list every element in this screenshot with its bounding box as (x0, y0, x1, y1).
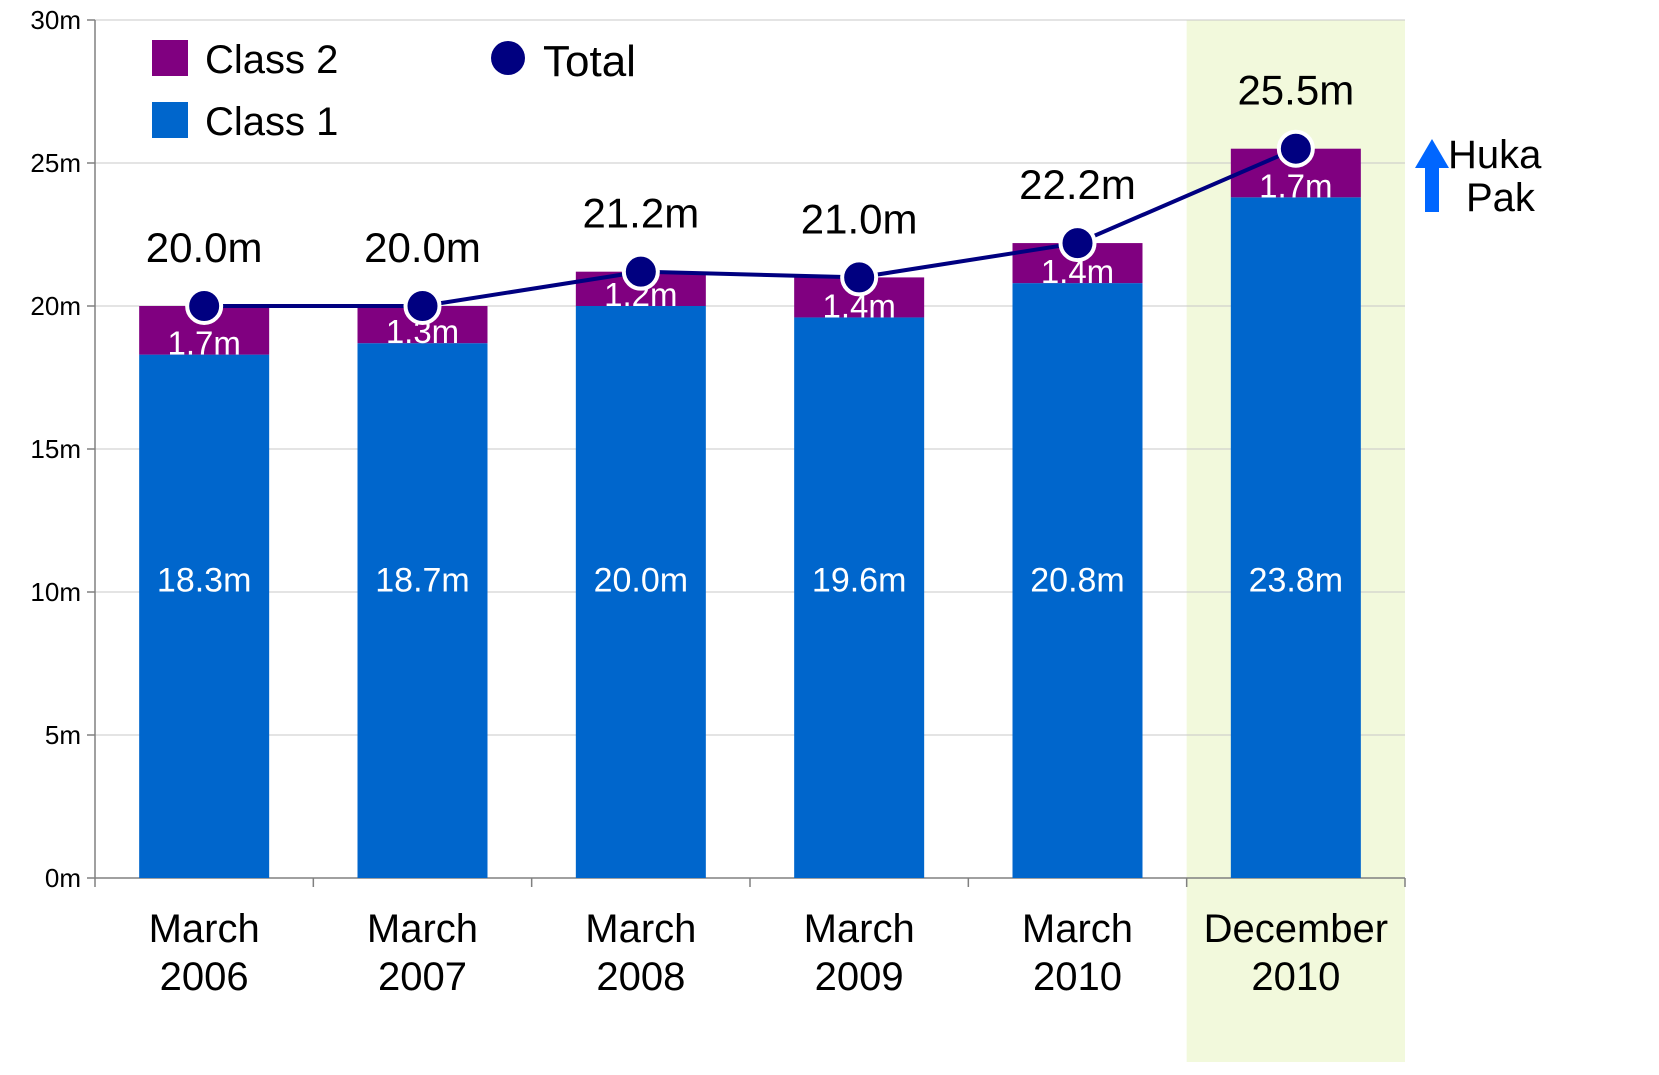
y-tick-label: 30m (30, 5, 81, 35)
data-label-class-2: 1.7m (1259, 167, 1332, 204)
legend-swatch-class-1 (152, 102, 188, 138)
legend-marker-total (491, 41, 525, 75)
data-label-class-1: 20.8m (1030, 562, 1125, 600)
total-point (621, 252, 660, 291)
bar-class-1 (357, 343, 488, 878)
data-label-class-1: 19.6m (812, 562, 907, 600)
data-label-class-2: 1.7m (167, 325, 240, 362)
y-tick-label: 5m (45, 720, 81, 750)
total-label: 25.5m (1237, 67, 1354, 114)
data-label-class-1: 23.8m (1249, 562, 1344, 600)
data-label-class-1: 18.3m (157, 562, 252, 600)
y-tick-label: 0m (45, 863, 81, 893)
arrow-shaft (1425, 166, 1439, 212)
x-tick-label: March 2008 (585, 907, 696, 999)
total-label: 22.2m (1019, 161, 1136, 208)
x-tick-label: March 2009 (804, 907, 915, 999)
legend-label-total: Total (543, 37, 636, 86)
total-point (403, 287, 442, 325)
annotation-line-1: Huka (1448, 133, 1542, 177)
total-point (185, 287, 224, 325)
data-label-class-1: 20.0m (594, 562, 689, 600)
y-tick-label: 25m (30, 148, 81, 178)
y-tick-label: 20m (30, 291, 81, 321)
bar-class-1 (139, 354, 270, 878)
legend-label-class-2: Class 2 (205, 38, 338, 82)
total-point (1276, 129, 1315, 168)
x-tick-label: March 2010 (1022, 907, 1133, 999)
total-label: 20.0m (364, 224, 481, 271)
x-tick-label: March 2007 (367, 907, 478, 999)
total-point (1058, 224, 1097, 263)
data-label-class-1: 18.7m (375, 562, 470, 600)
bar-class-1 (1012, 283, 1143, 878)
bar-class-1 (575, 306, 706, 878)
legend-label-class-1: Class 1 (205, 100, 338, 144)
total-point (840, 258, 879, 297)
y-tick-label: 10m (30, 577, 81, 607)
bar-class-1 (1230, 197, 1361, 878)
legend-swatch-class-2 (152, 40, 188, 76)
total-line (204, 146, 1297, 308)
arrow-up-icon (1415, 139, 1449, 168)
total-label: 20.0m (146, 224, 263, 271)
annotation-line-2: Pak (1466, 176, 1536, 220)
bar-class-1 (794, 317, 925, 878)
y-tick-label: 15m (30, 434, 81, 464)
total-label: 21.2m (582, 190, 699, 237)
x-tick-label: December 2010 (1204, 907, 1389, 999)
total-label: 21.0m (801, 195, 918, 242)
x-tick-label: March 2006 (149, 907, 260, 999)
